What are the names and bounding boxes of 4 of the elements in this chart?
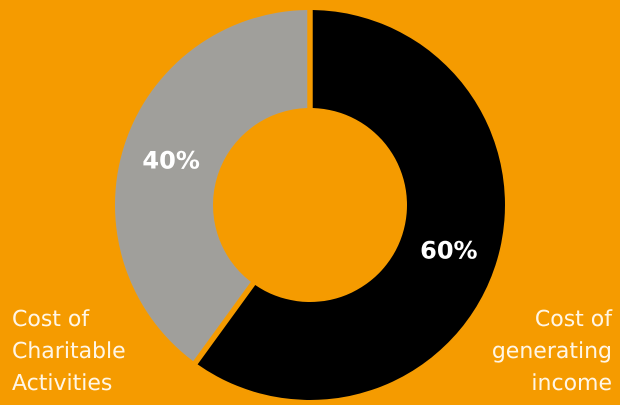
data-label: 40% — [142, 146, 200, 174]
slice-label: Cost of generating income — [492, 307, 614, 396]
data-label: 60% — [420, 236, 478, 265]
slice-label: Cost of Charitable Activities — [12, 307, 126, 396]
